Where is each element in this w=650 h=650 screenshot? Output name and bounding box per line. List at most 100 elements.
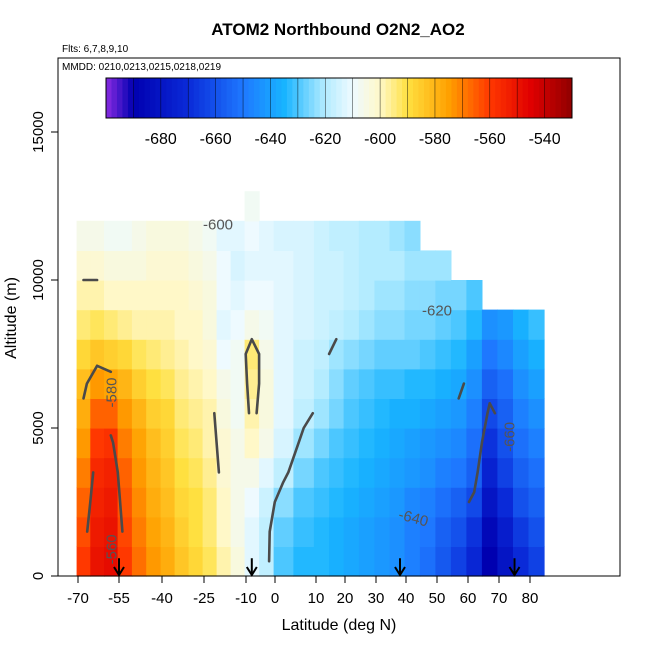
contour-labels: -600-620-640-580-560-660: [103, 217, 518, 565]
heatmap-cell: [104, 339, 119, 370]
heatmap-cell: [90, 457, 105, 488]
heatmap-cell: [313, 309, 330, 340]
heatmap-cell: [244, 280, 260, 311]
heatmap-cell: [404, 457, 421, 488]
heatmap-cell: [374, 546, 391, 577]
heatmap-cell: [188, 339, 204, 370]
heatmap-cell: [188, 546, 204, 577]
heatmap-cell: [435, 546, 452, 577]
colorbar-segment: [467, 78, 474, 118]
heatmap-cell: [374, 280, 391, 311]
contour-line: [457, 382, 466, 400]
heatmap-cell: [76, 398, 91, 429]
colorbar-segment: [210, 78, 217, 118]
contour-line: [267, 337, 338, 563]
contour-label: -560: [103, 534, 120, 564]
heatmap-cell: [313, 220, 330, 251]
heatmap-cell: [528, 428, 545, 459]
colorbar-segment: [199, 78, 206, 118]
heatmap-cell: [76, 457, 91, 488]
heatmap-cell: [259, 457, 275, 488]
heatmap-cell: [404, 309, 421, 340]
colorbar-segment: [561, 78, 568, 118]
heatmap-cell: [374, 398, 391, 429]
heatmap-cell: [329, 220, 345, 251]
heatmap-cell: [389, 398, 406, 429]
heatmap-cell: [404, 487, 421, 518]
colorbar-tick-label: -560: [474, 131, 506, 148]
heatmap-cell: [259, 428, 275, 459]
heatmap-cell: [273, 457, 295, 488]
heatmap-cell: [146, 280, 162, 311]
colorbar-segment: [517, 78, 524, 118]
heatmap-cell: [374, 339, 391, 370]
heatmap-cell: [174, 546, 190, 577]
heatmap-cell: [293, 280, 315, 311]
heatmap-cell: [174, 220, 190, 251]
heatmap-cell: [435, 250, 452, 281]
heatmap-cell: [90, 339, 105, 370]
heatmap-cell: [358, 428, 375, 459]
heatmap-cell: [202, 516, 218, 547]
heatmap-cell: [497, 339, 514, 370]
heatmap-cell: [481, 487, 498, 518]
heatmap-cell: [174, 339, 190, 370]
heatmap-cell: [174, 250, 190, 281]
heatmap-cell: [481, 546, 498, 577]
x-tick-label: 50: [429, 590, 446, 607]
heatmap-cell: [313, 280, 330, 311]
heatmap-cell: [160, 546, 176, 577]
colorbar-segment: [182, 78, 189, 118]
heatmap-cell: [329, 487, 345, 518]
colorbar-segment: [484, 78, 491, 118]
heatmap-cell: [104, 516, 119, 547]
colorbar-segment: [303, 78, 310, 118]
heatmap-cell: [76, 546, 91, 577]
heatmap-cell: [374, 309, 391, 340]
heatmap-cell: [188, 250, 204, 281]
heatmap-cell: [117, 309, 133, 340]
heatmap-cell: [259, 220, 275, 251]
heatmap-cell: [131, 280, 147, 311]
heatmap-cell: [160, 280, 176, 311]
x-tick-label: 40: [398, 590, 415, 607]
x-axis-label: Latitude (deg N): [282, 617, 397, 634]
y-axis-label: Altitude (m): [3, 277, 20, 359]
heatmap-cell: [389, 280, 406, 311]
heatmap-cell: [160, 368, 176, 399]
heatmap-cell: [259, 487, 275, 518]
colorbar-segment: [106, 78, 112, 118]
contour-line: [467, 402, 497, 504]
heatmap-cell: [374, 220, 391, 251]
heatmap-cell: [419, 516, 436, 547]
heatmap-cell: [76, 309, 91, 340]
colorbar-segment: [330, 78, 337, 118]
heatmap-cell: [293, 487, 315, 518]
heatmap-cell: [313, 457, 330, 488]
heatmap-cell: [513, 487, 530, 518]
heatmap-cell: [435, 428, 452, 459]
heatmap-cell: [131, 516, 147, 547]
colorbar-segment: [347, 78, 354, 118]
heatmap-cell: [273, 428, 295, 459]
heatmap-cell: [450, 457, 467, 488]
colorbar-segment: [445, 78, 452, 118]
heatmap-cell: [76, 487, 91, 518]
heatmap-cell: [481, 428, 498, 459]
x-tick-label: -40: [151, 590, 173, 607]
heatmap-cell: [466, 280, 483, 311]
heatmap-cell: [146, 457, 162, 488]
contour-label: -580: [103, 377, 120, 407]
heatmap-cell: [104, 398, 119, 429]
heatmap-cell: [497, 398, 514, 429]
heatmap-cell: [202, 487, 218, 518]
colorbar-frame: [105, 77, 573, 119]
heatmap-cell: [419, 280, 436, 311]
colorbar-segment: [489, 78, 496, 118]
heatmap-cell: [497, 487, 514, 518]
heatmap-cell: [230, 368, 246, 399]
colorbar-segment: [297, 78, 304, 118]
heatmap-cell: [76, 368, 91, 399]
heatmap-cell: [174, 487, 190, 518]
heatmap-cell: [497, 546, 514, 577]
